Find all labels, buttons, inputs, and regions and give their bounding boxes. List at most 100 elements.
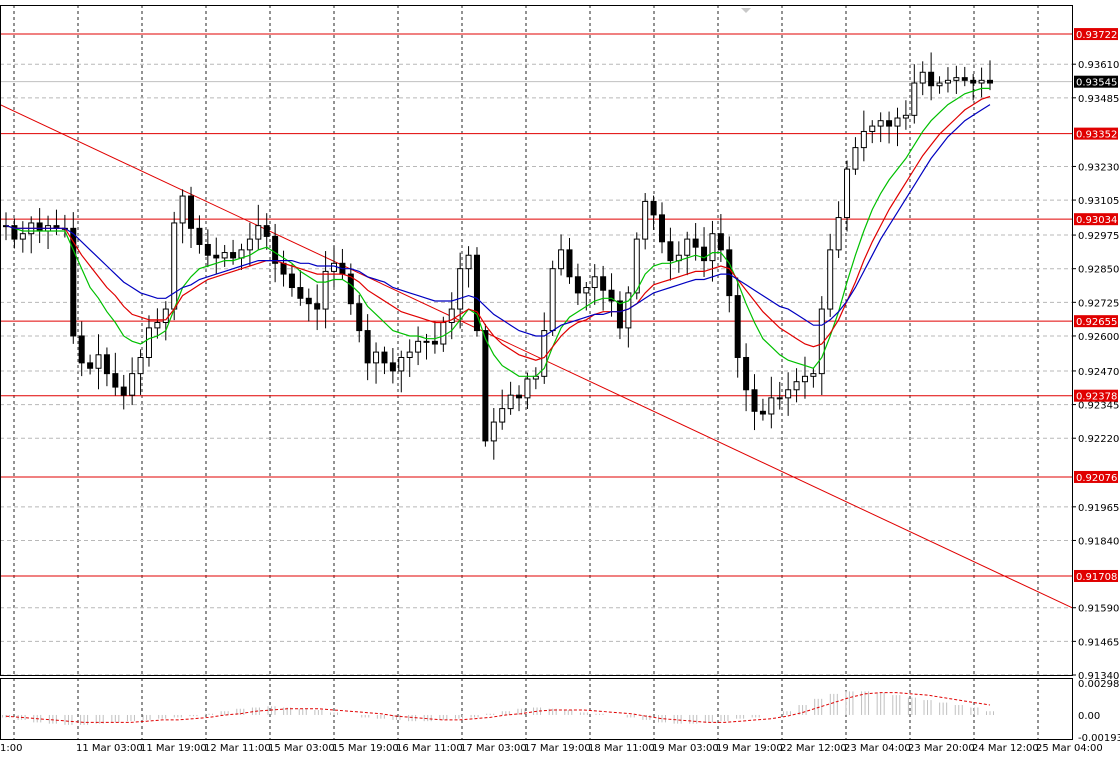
candle-bear — [651, 201, 656, 214]
candle-bull — [247, 239, 252, 250]
candle-bear — [88, 363, 93, 368]
candle-bull — [458, 269, 463, 309]
candle-bull — [861, 131, 866, 147]
level-label: 0.92655 — [1076, 317, 1117, 328]
candle-bear — [617, 301, 622, 328]
candle-bull — [794, 382, 799, 390]
candle-bull — [559, 250, 564, 269]
time-tick-label: 11 Mar 03:00 — [76, 743, 143, 754]
price-tick-label: 0.91340 — [1078, 671, 1119, 682]
oscillator-tick-label: 0.00 — [1078, 711, 1100, 722]
candle-bull — [550, 269, 555, 331]
candle-bear — [357, 304, 362, 331]
time-tick-label: 18 Mar 11:00 — [588, 743, 655, 754]
time-tick-label: 17 Mar 03:00 — [460, 743, 527, 754]
candle-bear — [483, 331, 488, 441]
candle-bull — [592, 277, 597, 288]
price-tick-label: 0.91840 — [1078, 536, 1119, 547]
candle-bear — [988, 80, 993, 83]
candle-bull — [130, 374, 135, 396]
level-label: 0.91708 — [1076, 572, 1117, 583]
candle-bear — [735, 296, 740, 358]
level-label: 0.92378 — [1076, 392, 1117, 403]
candle-bull — [685, 239, 690, 255]
candle-bear — [567, 250, 572, 277]
candle-bear — [962, 78, 967, 81]
price-tick-label: 0.92600 — [1078, 332, 1119, 343]
candle-bear — [289, 274, 294, 287]
candle-bull — [634, 239, 639, 293]
candle-bull — [710, 234, 715, 261]
current-price-label: 0.93545 — [1076, 78, 1117, 89]
candle-bear — [214, 255, 219, 258]
time-tick-label: 22 Mar 12:00 — [780, 743, 847, 754]
candle-bull — [643, 201, 648, 239]
candle-bull — [163, 309, 168, 322]
candle-bull — [979, 80, 984, 83]
candle-bull — [903, 115, 908, 118]
time-tick-label: 11 Mar 19:00 — [140, 743, 207, 754]
price-tick-label: 0.91965 — [1078, 503, 1119, 514]
candle-bull — [508, 395, 513, 408]
candle-bull — [491, 422, 496, 441]
candle-bull — [769, 398, 774, 414]
time-tick-label: 23 Mar 20:00 — [908, 743, 975, 754]
candle-bear — [517, 395, 522, 398]
candle-bull — [912, 83, 917, 115]
price-tick-label: 0.93230 — [1078, 162, 1119, 173]
candle-bull — [374, 352, 379, 363]
candle-bear — [189, 196, 194, 228]
candle-bull — [155, 323, 160, 328]
candle-bull — [466, 255, 471, 268]
candle-bull — [878, 121, 883, 126]
candle-bear — [727, 250, 732, 296]
time-tick-label: 19 Mar 03:00 — [652, 743, 719, 754]
price-tick-label: 0.92470 — [1078, 367, 1119, 378]
candle-bull — [20, 234, 25, 239]
candle-bear — [702, 247, 707, 260]
candle-bear — [760, 411, 765, 414]
candle-bull — [525, 379, 530, 398]
candle-bear — [365, 331, 370, 363]
candle-bull — [836, 218, 841, 250]
candle-bear — [273, 236, 278, 263]
candle-bull — [180, 196, 185, 223]
candle-bear — [929, 72, 934, 85]
candle-bear — [601, 277, 606, 290]
candle-bear — [121, 387, 126, 395]
candle-bear — [390, 363, 395, 371]
price-tick-label: 0.92220 — [1078, 434, 1119, 445]
candle-bull — [323, 271, 328, 309]
candle-bear — [113, 374, 118, 387]
candle-bear — [382, 352, 387, 363]
candle-bear — [264, 226, 269, 237]
candle-bull — [802, 376, 807, 381]
time-tick-label: 23 Mar 04:00 — [844, 743, 911, 754]
candle-bear — [718, 234, 723, 250]
candle-bear — [197, 228, 202, 244]
candle-bear — [298, 288, 303, 299]
time-tick-label: 24 Mar 12:00 — [972, 743, 1039, 754]
level-label: 0.92076 — [1076, 473, 1117, 484]
candle-bull — [584, 288, 589, 293]
price-tick-label: 0.93105 — [1078, 196, 1119, 207]
candle-bear — [575, 277, 580, 293]
candle-bull — [96, 355, 101, 368]
candle-bear — [971, 80, 976, 83]
candle-bull — [146, 328, 151, 358]
price-tick-label: 0.92975 — [1078, 231, 1119, 242]
candle-bear — [37, 223, 42, 231]
candle-bull — [777, 398, 782, 399]
time-tick-label: 12 Mar 11:00 — [204, 743, 271, 754]
candle-bear — [660, 215, 665, 242]
time-tick-label: 19 Mar 19:00 — [716, 743, 783, 754]
candle-bull — [399, 357, 404, 370]
candle-bull — [945, 80, 950, 83]
time-tick-label: 17 Mar 19:00 — [524, 743, 591, 754]
time-tick-label: 25 Mar 04:00 — [1036, 743, 1103, 754]
candle-bull — [786, 390, 791, 398]
candle-bull — [500, 409, 505, 422]
